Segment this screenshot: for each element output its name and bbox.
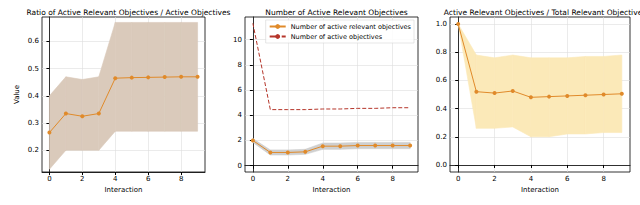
svg-text:0.2: 0.2	[28, 146, 39, 154]
svg-text:Value: Value	[13, 85, 21, 104]
svg-text:Number of Active Relevant Obje: Number of Active Relevant Objectives	[265, 8, 408, 17]
svg-text:8: 8	[238, 61, 242, 69]
svg-text:0.6: 0.6	[28, 37, 40, 45]
svg-text:0.6: 0.6	[436, 76, 448, 84]
svg-text:2: 2	[238, 136, 242, 144]
svg-text:Interaction: Interaction	[105, 186, 143, 194]
svg-text:6: 6	[355, 175, 360, 183]
svg-text:8: 8	[390, 175, 394, 183]
svg-text:Interaction: Interaction	[521, 186, 559, 194]
svg-text:Ratio of Active Relevant Objec: Ratio of Active Relevant Objectives / Ac…	[27, 8, 231, 17]
svg-text:1.0: 1.0	[436, 20, 447, 28]
svg-text:8: 8	[601, 175, 605, 183]
svg-text:6: 6	[238, 86, 243, 94]
svg-text:2: 2	[286, 175, 290, 183]
svg-text:2: 2	[492, 175, 496, 183]
svg-text:8: 8	[179, 175, 183, 183]
svg-text:6: 6	[565, 175, 570, 183]
svg-text:4: 4	[238, 111, 243, 119]
svg-text:0.5: 0.5	[28, 65, 39, 73]
svg-text:0: 0	[251, 175, 255, 183]
svg-text:Interaction: Interaction	[313, 186, 351, 194]
svg-text:0.0: 0.0	[436, 161, 447, 169]
svg-text:10: 10	[233, 36, 242, 44]
svg-text:4: 4	[113, 175, 118, 183]
svg-text:Number of active objectives: Number of active objectives	[291, 33, 383, 41]
svg-text:0: 0	[47, 175, 51, 183]
svg-text:Number of active relevant obje: Number of active relevant objectives	[291, 23, 412, 31]
svg-text:0: 0	[238, 162, 242, 170]
svg-text:0.8: 0.8	[436, 48, 447, 56]
svg-text:4: 4	[321, 175, 326, 183]
svg-text:4: 4	[529, 175, 534, 183]
svg-text:0.4: 0.4	[436, 105, 448, 113]
svg-text:2: 2	[80, 175, 84, 183]
svg-text:0.3: 0.3	[28, 119, 39, 127]
svg-text:0: 0	[456, 175, 460, 183]
svg-text:0.4: 0.4	[28, 92, 40, 100]
svg-text:6: 6	[146, 175, 151, 183]
svg-text:0.2: 0.2	[436, 133, 447, 141]
svg-text:Active Relevant Objectives / T: Active Relevant Objectives / Total Relev…	[444, 8, 640, 17]
